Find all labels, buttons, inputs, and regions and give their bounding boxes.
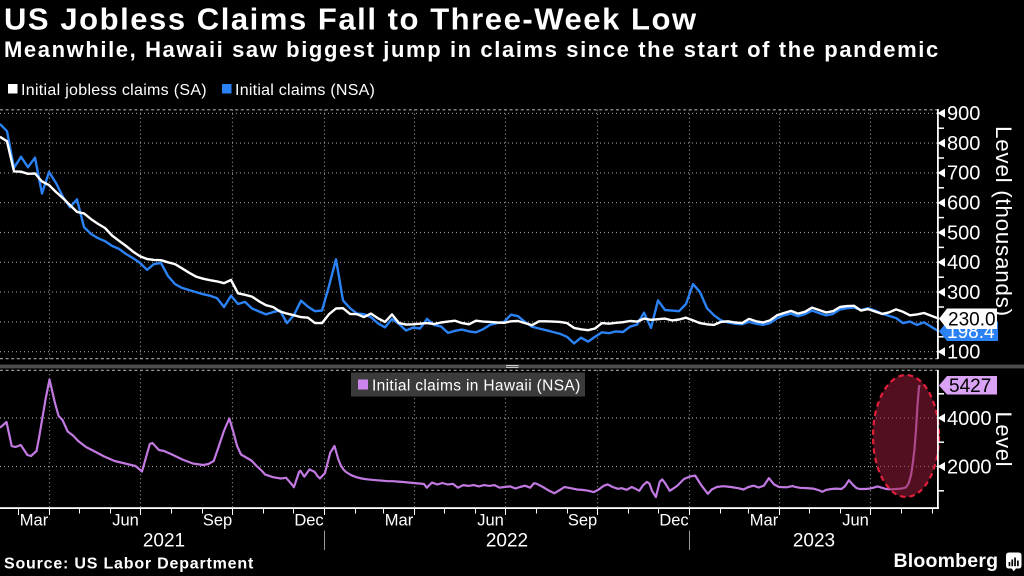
svg-text:Dec: Dec xyxy=(659,512,688,530)
svg-text:Meanwhile, Hawaii saw biggest: Meanwhile, Hawaii saw biggest jump in cl… xyxy=(4,37,940,62)
svg-text:230.0: 230.0 xyxy=(948,309,996,330)
svg-text:Source: US Labor Department: Source: US Labor Department xyxy=(4,556,254,573)
svg-text:Initial jobless claims (SA): Initial jobless claims (SA) xyxy=(21,82,207,99)
svg-text:Dec: Dec xyxy=(294,512,323,530)
svg-text:300: 300 xyxy=(947,282,980,304)
svg-text:Initial claims (NSA): Initial claims (NSA) xyxy=(235,82,375,99)
svg-text:Mar: Mar xyxy=(385,512,414,530)
svg-text:Mar: Mar xyxy=(750,512,779,530)
svg-text:Level (thousands): Level (thousands) xyxy=(991,126,1016,317)
svg-text:100: 100 xyxy=(947,342,980,364)
svg-text:Bloomberg: Bloomberg xyxy=(894,550,999,572)
svg-text:2023: 2023 xyxy=(793,531,835,552)
svg-text:5427: 5427 xyxy=(949,376,991,397)
svg-text:2022: 2022 xyxy=(486,531,528,552)
svg-text:Jun: Jun xyxy=(477,512,504,530)
svg-text:600: 600 xyxy=(947,193,980,215)
svg-text:4000: 4000 xyxy=(947,408,992,430)
svg-text:Sep: Sep xyxy=(568,512,597,530)
svg-text:2000: 2000 xyxy=(947,456,992,478)
svg-text:900: 900 xyxy=(947,103,980,125)
svg-text:Mar: Mar xyxy=(20,512,49,530)
svg-text:800: 800 xyxy=(947,133,980,155)
svg-text:Jun: Jun xyxy=(842,512,869,530)
svg-text:2021: 2021 xyxy=(143,531,185,552)
svg-text:500: 500 xyxy=(947,222,980,244)
svg-text:Sep: Sep xyxy=(203,512,232,530)
svg-text:Level: Level xyxy=(991,412,1016,468)
svg-text:400: 400 xyxy=(947,252,980,274)
svg-text:700: 700 xyxy=(947,163,980,185)
svg-text:Jun: Jun xyxy=(112,512,139,530)
svg-text:Initial claims in Hawaii (NSA): Initial claims in Hawaii (NSA) xyxy=(372,378,581,395)
svg-text:US Jobless Claims Fall to Thre: US Jobless Claims Fall to Three-Week Low xyxy=(4,2,698,37)
